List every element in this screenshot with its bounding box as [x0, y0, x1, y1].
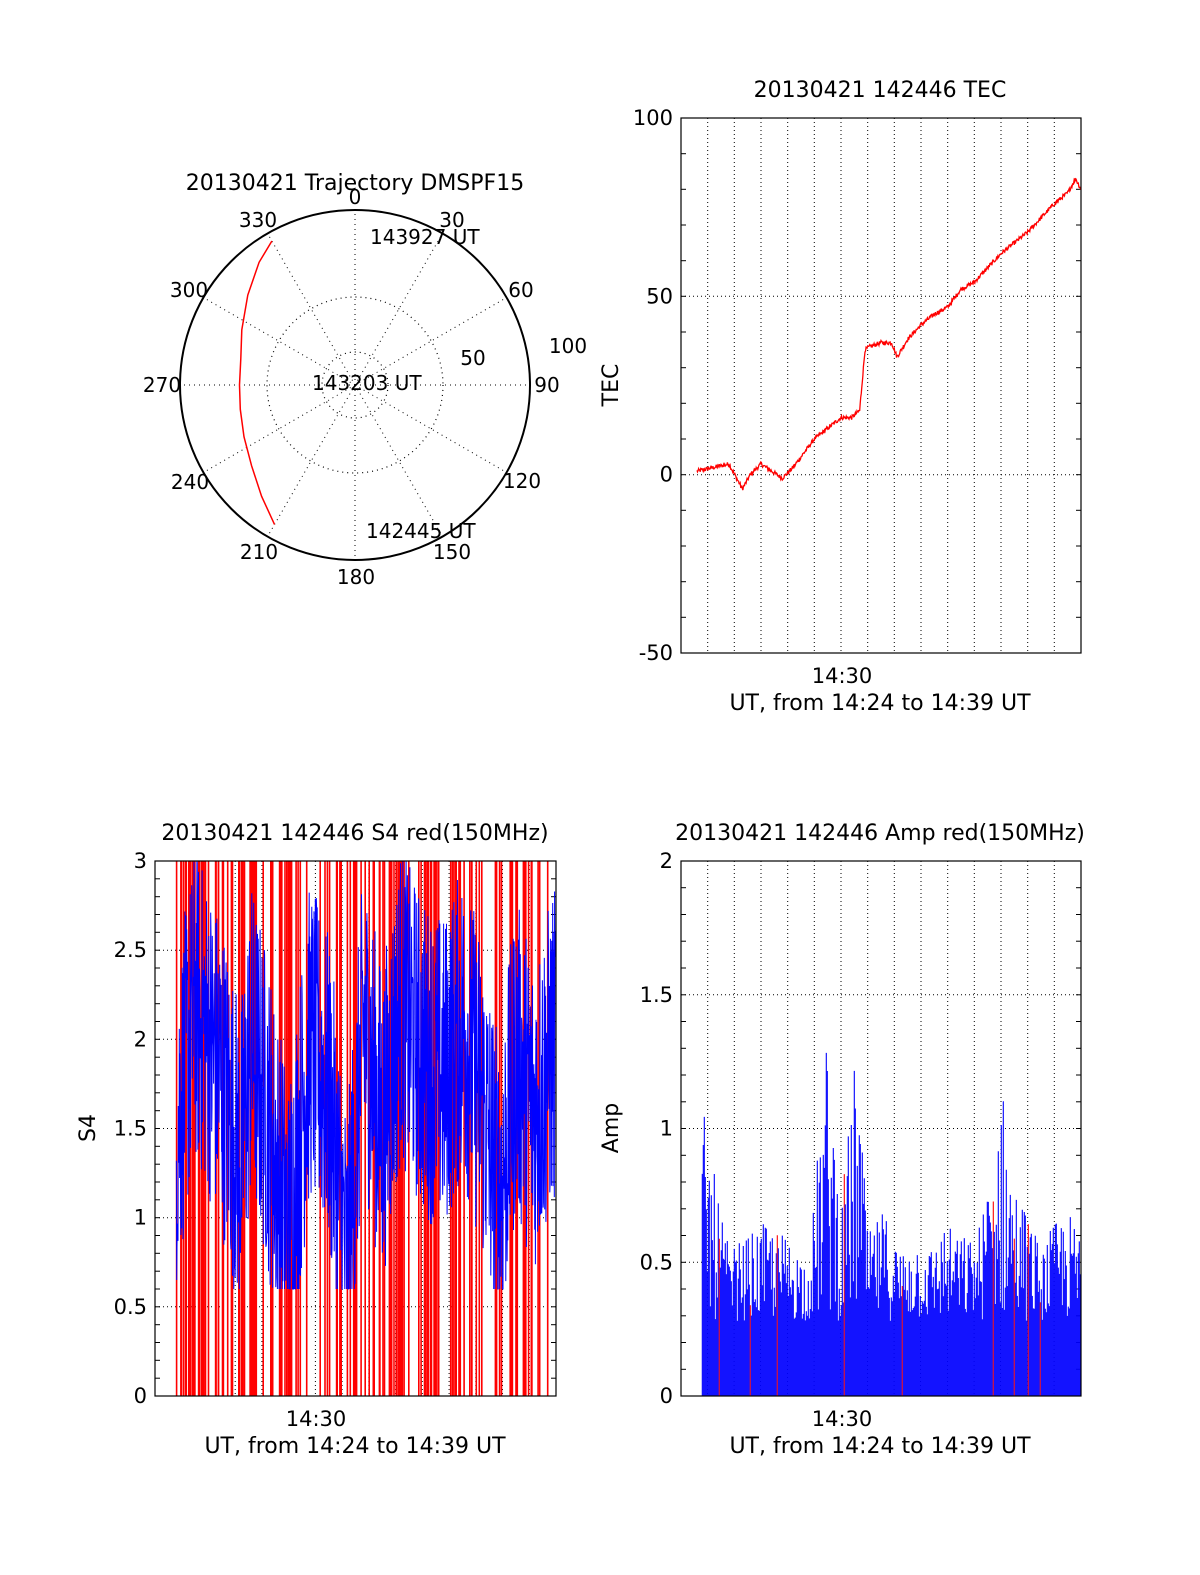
tec-title: 20130421 142446 TEC — [754, 78, 1007, 103]
polar-azimuth-label: 270 — [143, 373, 181, 397]
polar-radial-label: 50 — [460, 346, 485, 370]
tec-x-tick-label: 14:30 — [812, 664, 873, 688]
amp-plot-area: 0 0.5 1 1.5 2 — [640, 849, 1082, 1408]
polar-spoke — [267, 233, 356, 386]
s4-plot-frame — [154, 860, 557, 1397]
tec-series-line — [696, 177, 1082, 491]
amp-y-tick-label: 0.5 — [640, 1250, 673, 1274]
amp-plot-frame — [680, 860, 1082, 1397]
tec-y-tick-label: 50 — [646, 284, 673, 308]
polar-azimuth-label: 180 — [337, 565, 375, 589]
s4-y-tick-label: 2.5 — [114, 938, 147, 962]
polar-azimuth-label: 240 — [171, 470, 209, 494]
s4-y-tick-label: 1.5 — [114, 1117, 147, 1141]
tec-y-tick-label: 0 — [660, 463, 673, 487]
polar-azimuth-label: 90 — [534, 373, 559, 397]
polar-spoke — [354, 297, 507, 386]
s4-y-tick-label: 1 — [134, 1206, 147, 1230]
amp-panel: 20130421 142446 Amp red(150MHz) 0 0.5 1 1.5… — [599, 821, 1085, 1459]
polar-spoke — [203, 297, 356, 386]
polar-annotation-end: 143927 UT — [370, 225, 480, 249]
polar-title: 20130421 Trajectory DMSPF15 — [186, 171, 524, 196]
polar-spoke — [267, 384, 356, 537]
tec-y-axis-label: TEC — [599, 364, 624, 408]
polar-plot-area: 0 30 60 90 120 150 180 210 240 270 300 330 50 100 — [143, 185, 587, 589]
amp-x-axis-label: UT, from 14:24 to 14:39 UT — [729, 1434, 1031, 1459]
s4-y-axis-label: S4 — [76, 1114, 101, 1142]
s4-panel: 20130421 142446 S4 red(150MHz) 0 0.5 1 1.5 2… — [76, 821, 557, 1459]
polar-azimuth-label: 150 — [433, 540, 471, 564]
amp-y-tick-label: 0 — [660, 1384, 673, 1408]
s4-y-tick-label: 2 — [134, 1027, 147, 1051]
tec-panel: 20130421 142446 TEC -50 0 50 100 14:30 UT, … — [599, 78, 1082, 716]
tec-plot-frame — [680, 117, 1082, 654]
tec-x-axis-label: UT, from 14:24 to 14:39 UT — [729, 691, 1031, 716]
polar-azimuth-label: 210 — [240, 540, 278, 564]
s4-title: 20130421 142446 S4 red(150MHz) — [161, 821, 548, 846]
polar-azimuth-label: 60 — [508, 278, 533, 302]
polar-spoke — [354, 233, 443, 386]
polar-ring — [321, 351, 389, 419]
polar-azimuth-label: 30 — [439, 208, 464, 232]
s4-y-tick-label: 0 — [134, 1384, 147, 1408]
polar-radial-label: 100 — [549, 334, 587, 358]
polar-annotation-start: 142445 UT — [366, 519, 476, 543]
polar-azimuth-label: 120 — [503, 469, 541, 493]
s4-x-axis-label: UT, from 14:24 to 14:39 UT — [204, 1434, 506, 1459]
polar-spoke — [354, 384, 443, 537]
polar-panel: 20130421 Trajectory DMSPF15 0 30 60 90 120 15… — [143, 171, 587, 589]
polar-outer-circle — [179, 209, 531, 561]
amp-y-axis-label: Amp — [599, 1103, 624, 1153]
polar-annotation-mid: 143203 UT — [312, 371, 422, 395]
polar-ring — [266, 296, 444, 474]
tec-y-tick-label: 100 — [633, 106, 673, 130]
s4-series-line — [175, 860, 557, 1290]
tec-y-tick-label: -50 — [639, 641, 673, 665]
amp-x-tick-label: 14:30 — [812, 1407, 873, 1431]
polar-azimuth-label: 330 — [239, 208, 277, 232]
polar-azimuth-label: 0 — [349, 185, 362, 209]
polar-azimuth-label: 300 — [170, 278, 208, 302]
s4-y-tick-label: 0.5 — [114, 1295, 147, 1319]
amp-y-tick-label: 1 — [660, 1117, 673, 1141]
amp-y-tick-label: 1.5 — [640, 983, 673, 1007]
amp-title: 20130421 142446 Amp red(150MHz) — [675, 821, 1085, 846]
polar-spoke — [354, 384, 507, 473]
s4-plot-area: 0 0.5 1 1.5 2 2.5 3 — [114, 849, 557, 1408]
amp-y-tick-label: 2 — [660, 849, 673, 873]
tec-plot-area: -50 0 50 100 — [633, 106, 1082, 665]
s4-x-tick-label: 14:30 — [286, 1407, 347, 1431]
polar-spoke — [203, 384, 356, 473]
polar-trajectory-line — [238, 240, 276, 525]
s4-y-tick-label: 3 — [134, 849, 147, 873]
